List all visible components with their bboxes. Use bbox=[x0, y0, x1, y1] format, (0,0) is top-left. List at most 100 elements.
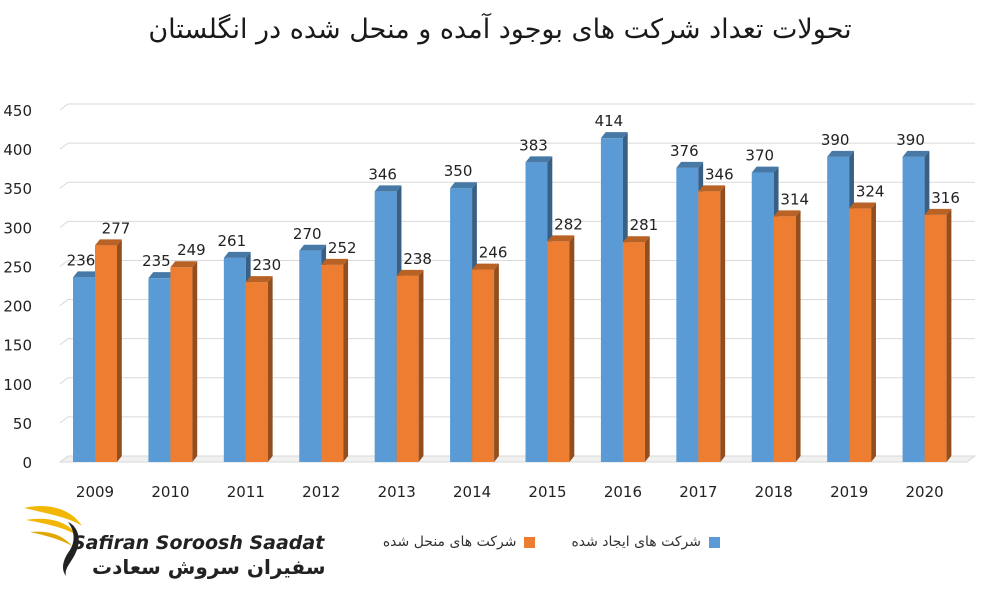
x-tick-label: 2010 bbox=[151, 483, 189, 501]
bar-side bbox=[644, 236, 650, 462]
bar-top bbox=[751, 166, 779, 173]
bar-side bbox=[494, 263, 499, 462]
bar-top bbox=[622, 236, 650, 243]
x-axis-ticks: 2009 2010 2011 2012 2013 2014 2015 2016 2017 2018… bbox=[76, 483, 944, 501]
bar-top bbox=[676, 161, 704, 168]
legend-label-dissolved: شرکت های منحل شده bbox=[382, 534, 517, 550]
data-label: 249 bbox=[177, 241, 206, 259]
bar-top bbox=[170, 261, 198, 268]
data-label: 314 bbox=[780, 190, 809, 208]
bar-side bbox=[569, 235, 575, 462]
legend-item-dissolved[interactable]: شرکت های منحل شده bbox=[383, 534, 536, 550]
bar-side bbox=[117, 239, 122, 462]
x-tick-label: 2017 bbox=[679, 483, 717, 501]
data-label: 236 bbox=[67, 251, 96, 269]
bar-created-2010 bbox=[148, 278, 171, 462]
y-tick-label: 0 bbox=[22, 454, 32, 472]
bar-dissolved-2009 bbox=[95, 245, 117, 462]
bar-top bbox=[698, 185, 726, 192]
bar-created-2009 bbox=[73, 277, 95, 462]
bar-created-2016 bbox=[600, 138, 623, 462]
legend-item-created[interactable]: شرکت های ایجاد شده bbox=[571, 534, 720, 550]
gridline bbox=[59, 103, 975, 111]
data-label: 316 bbox=[931, 189, 960, 207]
x-tick-label: 2020 bbox=[905, 483, 943, 501]
gridline bbox=[59, 299, 975, 306]
bar-top bbox=[95, 239, 122, 246]
bar-created-2020 bbox=[902, 156, 925, 462]
y-tick-label: 50 bbox=[13, 415, 32, 433]
bar-top bbox=[525, 156, 553, 163]
x-tick-label: 2009 bbox=[76, 483, 114, 501]
legend-swatch-dissolved bbox=[524, 536, 536, 548]
bar-top bbox=[600, 132, 628, 139]
x-tick-label: 2018 bbox=[755, 483, 793, 501]
bar-dissolved-2012 bbox=[321, 264, 344, 462]
bar-dissolved-2020 bbox=[924, 214, 947, 462]
y-tick-label: 300 bbox=[3, 219, 32, 237]
bar-side bbox=[871, 202, 876, 462]
company-logo bbox=[24, 506, 82, 576]
bar-side bbox=[192, 261, 198, 462]
bar-created-2014 bbox=[450, 188, 473, 462]
data-label: 261 bbox=[218, 232, 247, 250]
bar-created-2012 bbox=[299, 250, 322, 462]
data-label: 252 bbox=[328, 239, 357, 257]
gridline bbox=[59, 416, 975, 424]
logo-text-fa: سفیران سروش سعادت bbox=[92, 555, 326, 579]
bar-dissolved-2018 bbox=[773, 216, 796, 462]
x-tick-label: 2013 bbox=[378, 483, 416, 501]
bar-created-2019 bbox=[827, 156, 850, 462]
bar-created-2013 bbox=[374, 191, 397, 462]
bar-top bbox=[472, 263, 499, 270]
y-tick-label: 250 bbox=[3, 258, 32, 276]
data-label: 390 bbox=[821, 131, 850, 149]
bar-dissolved-2011 bbox=[245, 282, 268, 462]
bars bbox=[73, 132, 952, 463]
bar-top bbox=[450, 182, 477, 189]
gridline bbox=[59, 259, 975, 267]
bar-dissolved-2016 bbox=[622, 242, 645, 462]
data-label: 282 bbox=[554, 215, 583, 233]
data-label: 270 bbox=[293, 225, 322, 243]
bar-dissolved-2015 bbox=[547, 241, 570, 462]
legend: شرکت های ایجاد شده شرکت های منحل شده bbox=[300, 534, 720, 550]
bar-top bbox=[223, 251, 251, 258]
bar-top bbox=[849, 202, 876, 209]
gridline bbox=[59, 377, 975, 385]
bar-top bbox=[902, 150, 930, 157]
bar-side bbox=[418, 269, 424, 462]
bar-side bbox=[720, 185, 726, 462]
data-label: 235 bbox=[142, 252, 171, 270]
y-tick-label: 200 bbox=[3, 298, 32, 316]
bar-top bbox=[299, 244, 327, 251]
bar-top bbox=[773, 210, 801, 217]
data-label: 246 bbox=[479, 244, 508, 262]
x-tick-label: 2015 bbox=[528, 483, 566, 501]
floor-plane bbox=[58, 455, 977, 463]
y-tick-label: 100 bbox=[3, 376, 32, 394]
data-label: 370 bbox=[745, 147, 774, 165]
bar-dissolved-2013 bbox=[396, 275, 419, 462]
x-tick-label: 2011 bbox=[227, 483, 265, 501]
bar-dissolved-2014 bbox=[472, 269, 495, 462]
gridline bbox=[59, 338, 975, 346]
bar-top bbox=[396, 269, 424, 276]
data-label: 376 bbox=[670, 142, 699, 160]
data-label: 414 bbox=[595, 112, 624, 130]
legend-label-created: شرکت های ایجاد شده bbox=[571, 534, 701, 550]
data-label: 324 bbox=[856, 183, 885, 201]
bar-created-2015 bbox=[525, 162, 548, 463]
bar-side bbox=[343, 258, 349, 462]
wing-icon bbox=[24, 506, 82, 576]
bar-side bbox=[267, 276, 273, 462]
bar-created-2017 bbox=[676, 167, 699, 462]
data-label: 277 bbox=[102, 219, 131, 237]
y-tick-label: 350 bbox=[3, 180, 32, 198]
chart-title: تحولات تعداد شرکت های بوجود آمده و منحل … bbox=[148, 14, 852, 45]
data-label: 238 bbox=[403, 250, 432, 268]
gridline bbox=[59, 220, 975, 228]
y-tick-label: 150 bbox=[3, 337, 32, 355]
bar-dissolved-2019 bbox=[849, 208, 872, 462]
